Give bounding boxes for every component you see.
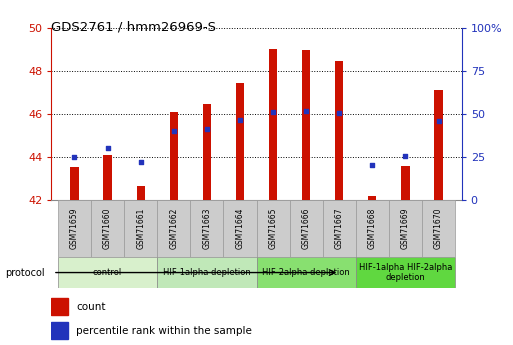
Point (170, 128, 178, 134)
FancyBboxPatch shape (356, 257, 455, 288)
FancyBboxPatch shape (58, 200, 91, 257)
Bar (335, 61, 343, 200)
Text: GSM71659: GSM71659 (70, 208, 79, 249)
FancyBboxPatch shape (422, 200, 455, 257)
Text: HIF-1alpha depletion: HIF-1alpha depletion (163, 268, 251, 277)
Text: HIF-1alpha HIF-2alpha
depletion: HIF-1alpha HIF-2alpha depletion (359, 263, 452, 282)
Text: GSM71668: GSM71668 (368, 208, 377, 249)
Bar (368, 196, 377, 200)
FancyBboxPatch shape (157, 257, 256, 288)
Text: GSM71665: GSM71665 (268, 208, 278, 249)
Point (435, 119, 443, 124)
Bar (401, 166, 409, 200)
Text: GDS2761 / hmm26969-S: GDS2761 / hmm26969-S (51, 21, 216, 34)
Text: GSM71669: GSM71669 (401, 208, 410, 249)
FancyBboxPatch shape (290, 200, 323, 257)
Text: control: control (93, 268, 122, 277)
FancyBboxPatch shape (124, 200, 157, 257)
FancyBboxPatch shape (58, 257, 157, 288)
Text: percentile rank within the sample: percentile rank within the sample (76, 326, 252, 336)
Text: GSM71666: GSM71666 (302, 208, 311, 249)
Bar (435, 90, 443, 200)
FancyBboxPatch shape (190, 200, 223, 257)
Bar (170, 112, 178, 200)
FancyBboxPatch shape (356, 200, 389, 257)
FancyBboxPatch shape (389, 200, 422, 257)
Bar (104, 155, 112, 200)
FancyBboxPatch shape (323, 200, 356, 257)
Bar (136, 186, 145, 200)
Text: count: count (76, 302, 106, 312)
Point (70, 154, 78, 160)
Text: HIF-2alpha depletion: HIF-2alpha depletion (262, 268, 350, 277)
FancyBboxPatch shape (256, 257, 356, 288)
Bar (51, 298, 68, 315)
Point (236, 118, 244, 123)
Bar (70, 167, 78, 200)
Point (302, 108, 310, 114)
FancyBboxPatch shape (256, 200, 290, 257)
Text: GSM71664: GSM71664 (235, 208, 245, 249)
Point (104, 146, 112, 151)
Text: protocol: protocol (5, 268, 45, 277)
Text: GSM71667: GSM71667 (335, 208, 344, 249)
FancyBboxPatch shape (223, 200, 256, 257)
Text: GSM71661: GSM71661 (136, 208, 145, 249)
FancyBboxPatch shape (91, 200, 124, 257)
Point (335, 110, 343, 116)
Point (368, 162, 377, 167)
Point (203, 126, 211, 132)
Bar (236, 82, 244, 200)
Bar (302, 50, 310, 200)
Text: GSM71670: GSM71670 (434, 208, 443, 249)
Point (269, 109, 277, 115)
Text: GSM71663: GSM71663 (202, 208, 211, 249)
Bar (269, 49, 277, 200)
Bar (203, 104, 211, 200)
Text: GSM71662: GSM71662 (169, 208, 178, 249)
Text: GSM71660: GSM71660 (103, 208, 112, 249)
Point (401, 153, 409, 159)
FancyBboxPatch shape (157, 200, 190, 257)
Point (136, 160, 145, 165)
Bar (51, 322, 68, 339)
